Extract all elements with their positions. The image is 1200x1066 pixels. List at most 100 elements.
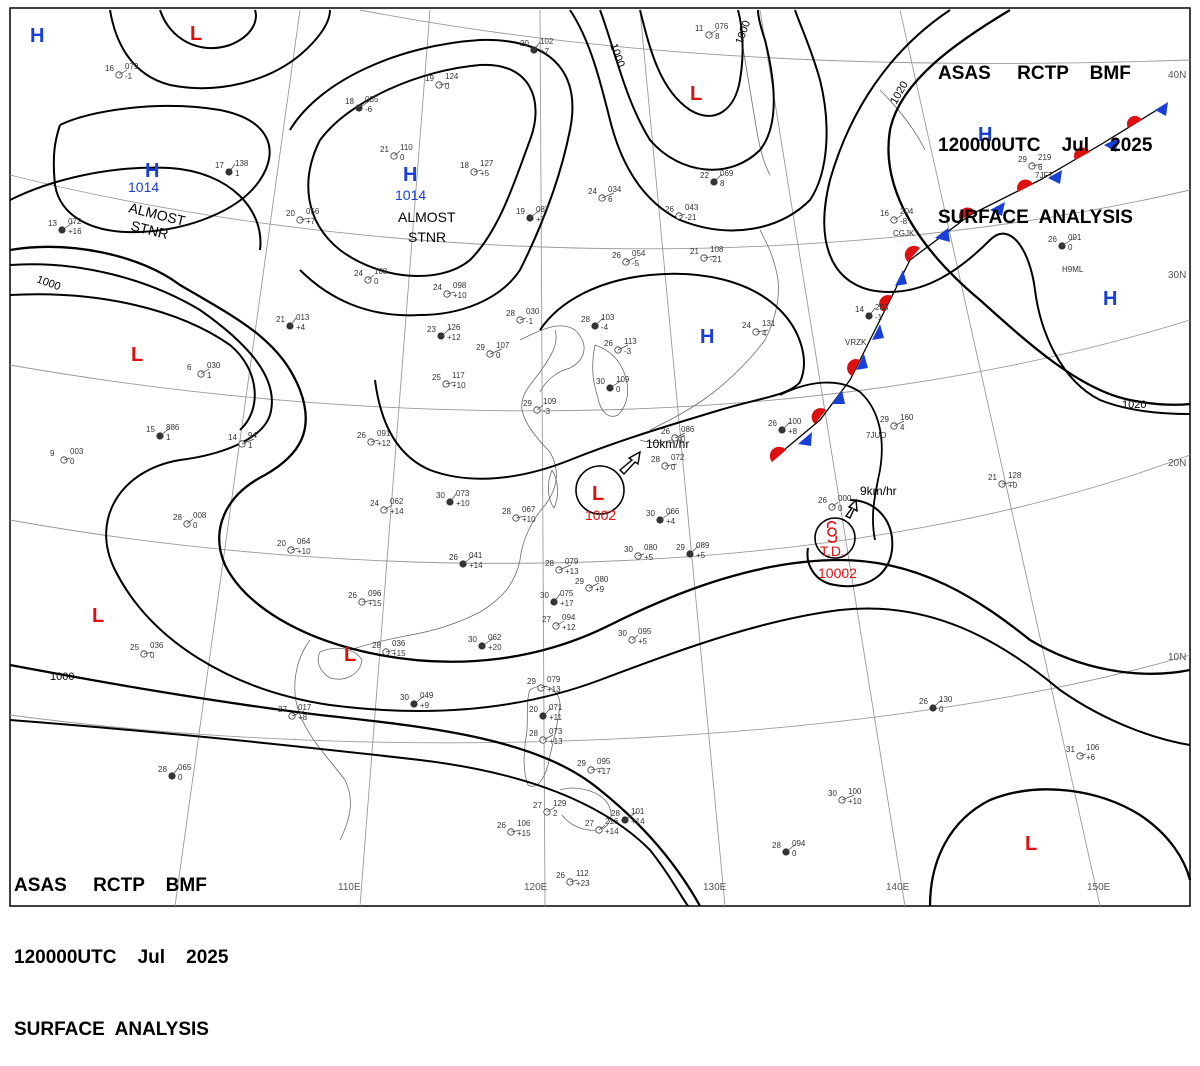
wind-barb-icon [446, 291, 456, 295]
station-temp: 30 [540, 591, 549, 600]
station-temp: 28 [158, 765, 167, 774]
wind-barb-icon [1061, 237, 1075, 247]
station-temp: 11 [695, 24, 704, 33]
station-pressure: 129 [553, 799, 567, 808]
station-pressure: 076 [715, 22, 729, 31]
station-pressure: 073 [549, 727, 563, 736]
station-tendency: +15 [517, 829, 531, 838]
wind-barb-icon [755, 329, 769, 333]
station-tendency: 0 [193, 521, 198, 530]
coastlines [294, 29, 926, 841]
station-temp: 28 [611, 809, 620, 818]
station-plot: 26 112+23 [556, 869, 590, 888]
station-tendency: -1 [875, 313, 883, 322]
station-plot: 26 091+12 [357, 429, 391, 448]
wind-barb-icon [200, 368, 210, 375]
wind-barb-icon [118, 69, 128, 76]
station-temp: 14 [228, 433, 237, 442]
callsign-7juo: 7JUO [866, 431, 886, 440]
station-pressure: 030 [526, 307, 540, 316]
station-temp: 30 [436, 491, 445, 500]
station-temp: 26 [665, 205, 674, 214]
station-temp: 26 [357, 431, 366, 440]
station-tendency: +13 [549, 737, 563, 746]
station-temp: 24 [433, 283, 442, 292]
station-tendency: 4 [900, 423, 905, 432]
station-pressure: 072 [68, 217, 82, 226]
station-temp: 31 [1066, 745, 1075, 754]
station-temp: 27 [278, 705, 287, 714]
wind-barb-icon [841, 794, 855, 801]
station-tendency: +7 [306, 217, 316, 226]
station-plot: 23 126+12 [427, 323, 461, 342]
callsign-vrzk: VRZK [845, 338, 867, 347]
low-symbol-n: L [190, 23, 202, 45]
station-pressure: 109 [543, 397, 557, 406]
wind-barb-icon [63, 457, 71, 461]
station-plot: 29 095+17 [577, 757, 611, 776]
wind-barb-icon [143, 651, 153, 655]
high-pressure-w: 1014 [128, 179, 159, 195]
station-plot: 27 216+14 [585, 817, 619, 836]
td-pressure: 10002 [818, 565, 857, 581]
station-pressure: 000 [838, 494, 852, 503]
wind-barb-icon [515, 515, 527, 519]
station-temp: 30 [828, 789, 837, 798]
station-plot: 27 094+12 [542, 613, 576, 632]
station-pressure: 017 [298, 703, 312, 712]
low-pressure-sc: 1002 [585, 507, 616, 523]
station-tendency: +10 [452, 381, 466, 390]
station-temp: 26 [497, 821, 506, 830]
station-temp: 30 [468, 635, 477, 644]
high-centers: H H H H H H [30, 25, 1117, 348]
station-pressure: 091 [1068, 233, 1082, 242]
header-title-block: ASAS RCTP BMF 120000UTC Jul 2025 SURFACE… [938, 14, 1152, 254]
lon-label-110e: 110E [338, 882, 361, 893]
station-pressure: 128 [1008, 471, 1022, 480]
station-tendency: -5 [632, 259, 640, 268]
lon-label-140e: 140E [886, 882, 910, 893]
station-pressure: 138 [235, 159, 249, 168]
wind-barb-icon [61, 221, 75, 231]
station-pressure: 003 [70, 447, 84, 456]
station-pressure: 112 [576, 869, 589, 878]
wind-barb-icon [171, 767, 179, 777]
high-symbol-korea: H [700, 326, 714, 348]
cold-front-triangles [798, 102, 1168, 446]
lon-label-150e: 150E [1087, 882, 1111, 893]
station-plot: 26 041+14 [449, 551, 483, 570]
station-temp: 30 [624, 545, 633, 554]
wind-barb-icon [553, 593, 561, 603]
station-tendency: 8 [720, 179, 725, 188]
high-symbol-ne: H [978, 124, 992, 146]
station-pressure: 072 [671, 453, 685, 462]
station-tendency: +10 [453, 291, 467, 300]
wind-barb-icon [358, 99, 372, 109]
station-plot: 16 079-1 [105, 62, 139, 81]
station-temp: 13 [48, 219, 57, 228]
wind-barb-icon [291, 710, 305, 717]
station-tendency: -21 [685, 213, 697, 222]
station-pressure: 013 [296, 313, 310, 322]
weather-map: 40N 30N 20N 10N 110E 120E 130E 140E 150E [9, 7, 1192, 907]
wind-barb-icon [241, 438, 255, 445]
wind-barb-icon [781, 421, 791, 431]
station-plot: 26 054-5 [612, 249, 646, 268]
station-pressure: 085 [365, 95, 379, 104]
status-almost-c: ALMOST [398, 209, 456, 225]
low-symbol-hainan: L [344, 644, 356, 666]
callsign-7jft: 7JFT [1035, 171, 1053, 180]
wind-barb-icon [708, 29, 718, 36]
station-tendency: +17 [597, 767, 611, 776]
wind-barb-icon [299, 217, 311, 221]
station-tendency: 2 [553, 809, 558, 818]
station-plot: 14 203-1 [855, 303, 889, 322]
station-tendency: +14 [631, 817, 645, 826]
station-plot: 28 103-4 [581, 313, 615, 332]
station-temp: 29 [527, 677, 536, 686]
